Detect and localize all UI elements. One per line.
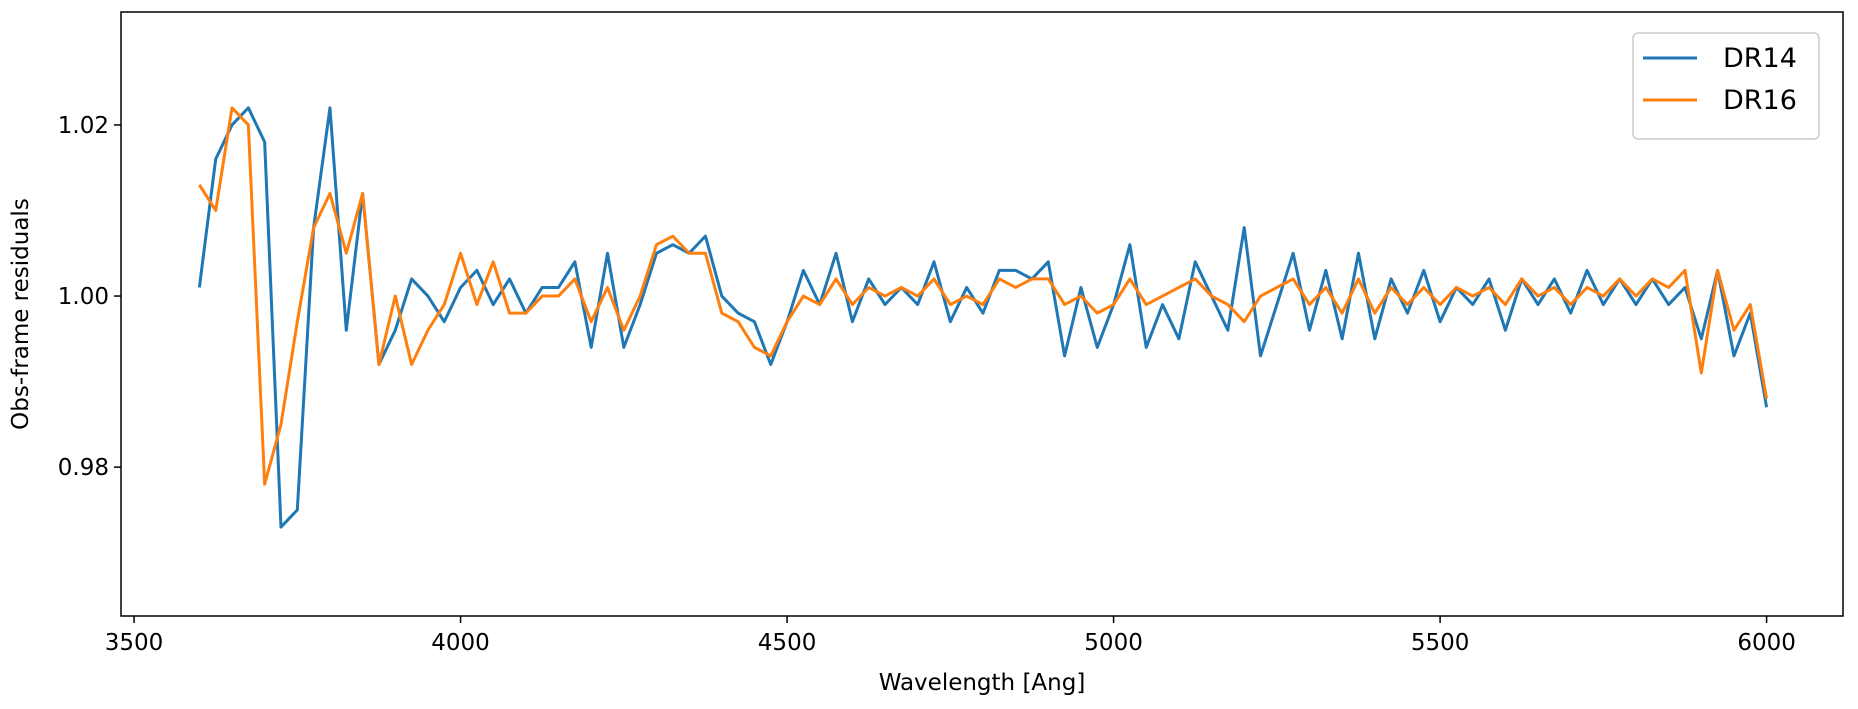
data-line (198, 106, 1769, 486)
x-tick-label: 3500 (105, 630, 164, 656)
legend-label: DR14 (1723, 43, 1797, 74)
x-tick-label: 4500 (758, 630, 817, 656)
y-tick-label: 1.00 (58, 284, 109, 310)
x-axis-label: Wavelength [Ang] (879, 670, 1086, 696)
plot-frame (120, 11, 1844, 617)
x-tick-label: 6000 (1737, 630, 1796, 656)
y-tick-label: 1.02 (58, 113, 109, 139)
y-tick-label: 0.98 (58, 455, 109, 481)
x-tick-label: 5500 (1411, 630, 1470, 656)
y-axis-label: Obs-frame residuals (8, 198, 34, 430)
data-line (197, 106, 1769, 529)
legend-label: DR16 (1723, 85, 1797, 116)
x-tick-label: 4000 (431, 630, 490, 656)
x-tick-label: 5000 (1084, 630, 1143, 656)
